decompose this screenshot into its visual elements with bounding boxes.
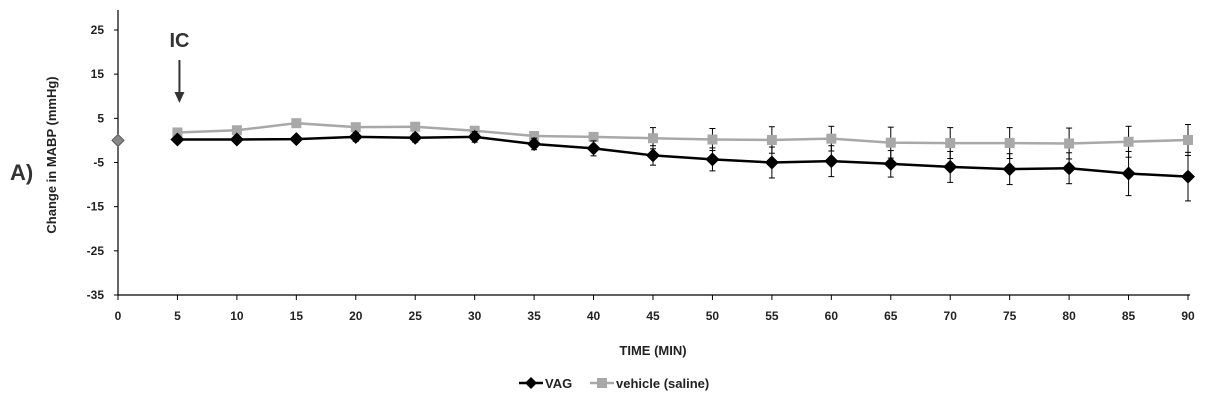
- data-point-vag: [943, 159, 958, 174]
- x-tick-label: 75: [1003, 309, 1017, 323]
- data-point-vehicle: [885, 137, 896, 148]
- legend-label-vehicle: vehicle (saline): [616, 376, 709, 391]
- y-tick-label: 5: [97, 111, 104, 125]
- data-point-vehicle: [231, 125, 242, 136]
- data-point-vag: [1121, 166, 1136, 181]
- series-vehicle: [172, 118, 1193, 160]
- x-tick-label: 25: [409, 309, 423, 323]
- x-tick-label: 30: [468, 309, 482, 323]
- data-point-vag: [289, 132, 304, 147]
- data-point-vehicle: [1183, 134, 1193, 145]
- legend-marker-vag: [525, 377, 537, 389]
- y-tick-label: -25: [87, 244, 105, 258]
- data-point-vehicle: [410, 121, 421, 132]
- data-point-vag: [348, 129, 363, 144]
- series-line-vehicle: [177, 121, 1189, 145]
- data-point-vehicle: [1123, 136, 1134, 147]
- x-tick-label: 90: [1181, 309, 1195, 323]
- series-line-vag: [177, 135, 1189, 178]
- legend-item-vag: VAG: [519, 376, 572, 391]
- x-tick-label: 60: [825, 309, 839, 323]
- data-point-vehicle: [291, 118, 302, 129]
- data-point-vag: [764, 155, 779, 170]
- x-tick-label: 70: [944, 309, 958, 323]
- data-point-vag: [527, 136, 542, 151]
- y-tick-label: -5: [93, 156, 104, 170]
- data-point-vehicle: [1064, 138, 1075, 149]
- data-point-vehicle: [826, 133, 837, 144]
- data-point-vag: [467, 129, 482, 144]
- y-tick-label: 25: [91, 23, 105, 37]
- annotation-layer: IC: [169, 30, 189, 103]
- x-tick-label: 15: [290, 309, 304, 323]
- y-tick-label: -35: [87, 288, 105, 302]
- series-layer: [111, 118, 1195, 202]
- x-tick-label: 55: [765, 309, 779, 323]
- x-tick-label: 5: [174, 309, 181, 323]
- data-point-vehicle: [588, 131, 599, 142]
- data-point-vag: [705, 152, 720, 167]
- panel-label: A): [10, 160, 33, 185]
- legend-marker-vehicle: [597, 378, 607, 388]
- data-point-vag: [229, 132, 244, 147]
- y-axis-title: Change in MABP (mmHg): [44, 76, 59, 233]
- x-axis-title: TIME (MIN): [619, 343, 686, 358]
- tick-labels: 25 15 5 -5 -15 -25 -35 0 5 10 15 20 25 30 35 40 45 50 55 60…: [87, 23, 1195, 323]
- legend-item-vehicle: vehicle (saline): [590, 376, 709, 391]
- data-point-vehicle: [648, 133, 658, 144]
- data-point-vag: [646, 148, 660, 163]
- data-point-vag: [1181, 169, 1195, 184]
- legend: VAG vehicle (saline): [519, 376, 709, 391]
- x-tick-label: 10: [230, 309, 244, 323]
- x-tick-label: 85: [1122, 309, 1136, 323]
- legend-label-vag: VAG: [545, 376, 572, 391]
- data-point-vehicle: [707, 134, 718, 145]
- data-point-vag: [1062, 161, 1077, 176]
- data-point-vag: [586, 141, 601, 156]
- data-point-vag: [408, 130, 423, 145]
- x-tick-label: 0: [115, 309, 122, 323]
- data-point-vehicle: [172, 127, 183, 138]
- x-tick-label: 20: [349, 309, 363, 323]
- x-tick-label: 80: [1062, 309, 1076, 323]
- data-point-vehicle: [766, 134, 777, 145]
- annotation-label: IC: [169, 30, 189, 52]
- data-point-vag: [170, 132, 185, 147]
- x-tick-label: 50: [706, 309, 720, 323]
- series-vag: [170, 129, 1195, 202]
- x-tick-label: 35: [527, 309, 541, 323]
- x-tick-label: 65: [884, 309, 898, 323]
- annotation-arrow-head: [174, 92, 185, 103]
- x-tick-label: 40: [587, 309, 601, 323]
- x-tick-label: 45: [646, 309, 660, 323]
- y-tick-label: 15: [91, 67, 105, 81]
- axes: [114, 10, 1190, 300]
- data-point-vehicle: [945, 138, 956, 149]
- data-point-vehicle: [350, 122, 361, 133]
- data-point-vehicle: [529, 131, 540, 141]
- data-point-vehicle: [1004, 138, 1015, 149]
- data-point-vag: [824, 154, 839, 169]
- y-tick-label: -15: [87, 200, 105, 214]
- data-point-vag: [1002, 162, 1017, 177]
- data-point-vag: [883, 156, 898, 171]
- baseline-point: [111, 133, 125, 148]
